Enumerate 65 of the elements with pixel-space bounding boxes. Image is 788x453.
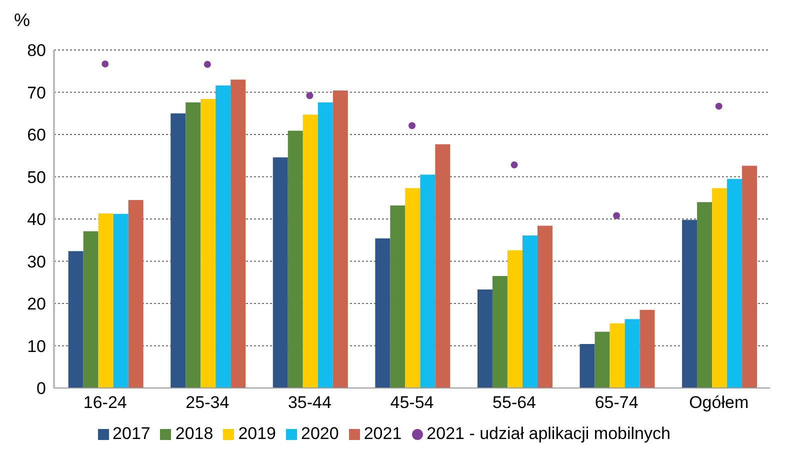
- y-tick-label: 20: [27, 294, 46, 314]
- y-axis-title: %: [14, 10, 30, 31]
- bar: [492, 276, 508, 388]
- bar: [507, 250, 522, 388]
- bar: [288, 130, 303, 388]
- bar: [624, 319, 640, 388]
- point: [408, 122, 416, 130]
- bar: [522, 235, 538, 388]
- bar: [186, 102, 201, 388]
- y-tick-label: 10: [27, 336, 46, 356]
- y-tick-label: 0: [36, 379, 46, 398]
- point: [613, 212, 620, 220]
- bar: [98, 214, 114, 388]
- x-tick-label: 16-24: [83, 393, 127, 412]
- bar: [216, 85, 231, 388]
- legend-label: 2021 - udział aplikacji mobilnych: [426, 424, 670, 443]
- legend-label: 2018: [175, 424, 214, 443]
- x-tick-label: 25-34: [186, 393, 230, 412]
- bar: [682, 220, 698, 388]
- legend-label: 2020: [301, 424, 339, 443]
- x-tick-label: 65-74: [594, 393, 638, 412]
- point: [102, 60, 109, 68]
- x-tick-label: 35-44: [288, 393, 332, 412]
- point: [715, 102, 722, 110]
- y-tick-label: 80: [27, 41, 46, 60]
- point: [204, 60, 211, 68]
- bar: [200, 99, 216, 388]
- bar: [318, 102, 333, 388]
- bar: [302, 114, 318, 388]
- x-tick-label: Ogółem: [689, 393, 749, 412]
- bar: [594, 332, 610, 388]
- bar: [580, 344, 595, 388]
- legend-label: 2021: [364, 424, 402, 443]
- bar: [375, 238, 390, 388]
- y-tick-label: 60: [27, 126, 46, 145]
- bar: [170, 113, 186, 388]
- bar: [405, 188, 420, 388]
- y-tick-label: 70: [27, 83, 46, 102]
- bar: [727, 178, 742, 388]
- bar: [610, 323, 625, 388]
- y-tick-label: 40: [27, 210, 46, 230]
- x-tick-label: 45-54: [390, 393, 434, 412]
- bar: [230, 80, 246, 388]
- y-tick-label: 30: [27, 252, 46, 272]
- bar: [390, 205, 406, 388]
- point: [306, 92, 314, 100]
- legend-label: 2017: [112, 424, 150, 443]
- bar: [128, 200, 144, 388]
- bar: [697, 202, 712, 388]
- bar: [420, 174, 436, 388]
- bar: [435, 144, 450, 388]
- bar: [68, 251, 84, 388]
- point: [510, 161, 518, 168]
- bar: [537, 226, 552, 388]
- bar: [640, 310, 655, 388]
- x-tick-label: 55-64: [492, 393, 536, 412]
- bar: [712, 188, 728, 388]
- bar: [83, 231, 98, 388]
- y-tick-label: 50: [27, 168, 46, 187]
- legend-label: 2019: [238, 424, 276, 443]
- bar: [272, 157, 288, 388]
- bar: [477, 290, 492, 388]
- bar: [742, 166, 758, 388]
- bar: [113, 214, 128, 388]
- bar: [332, 90, 348, 388]
